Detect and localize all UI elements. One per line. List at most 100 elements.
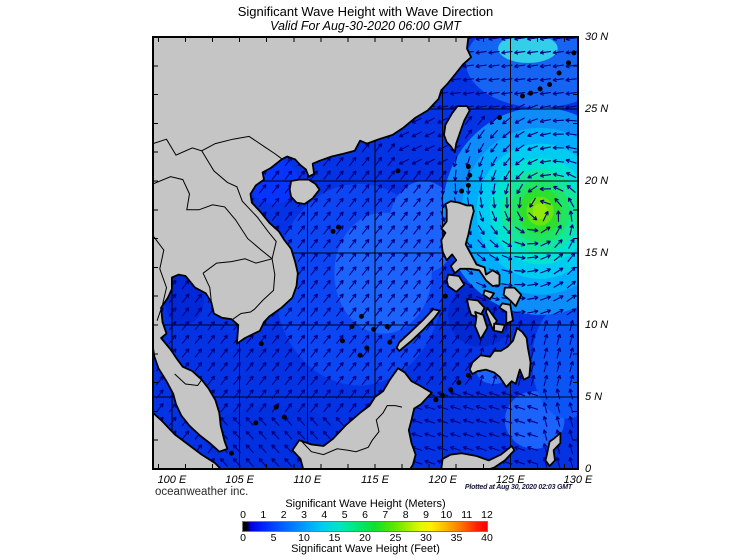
- y-axis-label: 0: [585, 463, 592, 475]
- feet-tick: 15: [328, 532, 341, 544]
- feet-tick: 40: [481, 532, 493, 544]
- islet: [465, 164, 471, 170]
- y-axis-label: 5 N: [585, 391, 603, 403]
- islet: [467, 172, 473, 178]
- land-layer: [153, 37, 577, 469]
- feet-tick: 5: [270, 532, 277, 544]
- country-borders: [153, 135, 403, 456]
- islet: [335, 224, 341, 230]
- feet-tick: 25: [389, 532, 402, 544]
- landmass: [440, 200, 501, 287]
- landmass: [440, 445, 516, 469]
- islet: [440, 393, 446, 399]
- feet-tick: 0: [240, 532, 246, 544]
- y-axis-label: 30 N: [585, 31, 609, 43]
- islet: [339, 338, 345, 344]
- islet: [273, 404, 279, 410]
- meters-tick: 6: [362, 509, 368, 521]
- islet: [387, 339, 393, 345]
- meters-tick: 11: [461, 509, 473, 521]
- meters-tick: 7: [382, 509, 389, 521]
- islet: [258, 341, 264, 347]
- islet: [520, 93, 526, 99]
- meters-tick: 3: [301, 509, 307, 521]
- y-axis-label: 15 N: [585, 247, 609, 259]
- landmass: [443, 105, 471, 154]
- landmass: [291, 367, 433, 469]
- islet: [537, 86, 543, 92]
- islet: [358, 313, 364, 319]
- islet: [349, 323, 355, 329]
- meters-tick: 4: [321, 509, 328, 521]
- meters-tick: 5: [341, 509, 348, 521]
- islet: [547, 82, 553, 88]
- y-axis-label: 10 N: [585, 319, 609, 331]
- x-axis-label: 125 E: [495, 474, 525, 486]
- islet: [571, 50, 577, 56]
- colorbar-feet-label: Significant Wave Height (Feet): [291, 543, 440, 555]
- landmass: [502, 286, 523, 308]
- landmass: [153, 411, 222, 469]
- islet: [281, 414, 287, 420]
- meters-tick: 12: [481, 509, 493, 521]
- wave-height-patch: [388, 181, 459, 274]
- x-axis-label: 110 E: [293, 474, 322, 486]
- islet: [528, 90, 534, 96]
- islet: [253, 420, 259, 426]
- landmass: [482, 289, 495, 300]
- islet: [456, 380, 462, 386]
- islet: [371, 326, 377, 332]
- meters-tick: 9: [423, 509, 429, 521]
- landmass: [153, 37, 472, 453]
- y-axis-label: 20 N: [585, 175, 609, 187]
- meters-tick: 8: [402, 509, 409, 521]
- islet: [433, 397, 439, 403]
- islet: [395, 168, 401, 174]
- wave-height-patch: [498, 37, 558, 63]
- frame-ticks: [153, 37, 578, 469]
- y-axis-label: 25 N: [585, 103, 609, 115]
- meters-tick: 2: [280, 509, 287, 521]
- islet: [229, 450, 235, 456]
- x-axis-label: 100 E: [157, 474, 187, 486]
- landmass: [544, 432, 562, 467]
- valid-time-subtitle: Valid For Aug-30-2020 06:00 GMT: [270, 19, 461, 33]
- islet: [465, 182, 471, 188]
- islet: [496, 115, 502, 121]
- feet-tick: 30: [420, 532, 432, 544]
- islet: [442, 293, 448, 299]
- landmass: [474, 311, 489, 341]
- landmass: [445, 273, 466, 293]
- wave-height-colorbar: [242, 521, 488, 532]
- page-title: Significant Wave Height with Wave Direct…: [237, 4, 494, 19]
- islet: [566, 60, 572, 66]
- landmass: [493, 322, 506, 334]
- islet: [364, 345, 370, 351]
- islet: [465, 372, 471, 378]
- islet: [357, 352, 363, 358]
- islet: [448, 387, 454, 393]
- x-axis-label: 130 E: [563, 474, 593, 486]
- islet: [384, 323, 390, 329]
- x-axis-label: 115 E: [361, 474, 389, 486]
- feet-tick: 35: [450, 532, 463, 544]
- map-frame: [152, 36, 579, 470]
- meters-tick: 1: [260, 509, 267, 521]
- credit-text: oceanweather inc.: [155, 486, 249, 498]
- landmass: [498, 302, 514, 325]
- landmass: [395, 308, 441, 352]
- colorbar-meters-label: Significant Wave Height (Meters): [285, 498, 446, 510]
- storm-ring: [532, 203, 548, 220]
- x-axis-label: 120 E: [428, 474, 458, 486]
- islet: [556, 70, 562, 76]
- landmass: [468, 327, 532, 388]
- feet-tick: 10: [298, 532, 310, 544]
- islet: [330, 228, 336, 234]
- landmass: [288, 178, 321, 205]
- feet-tick: 20: [359, 532, 371, 544]
- x-axis-label: 105 E: [225, 474, 254, 486]
- meters-tick: 0: [240, 509, 246, 521]
- meters-tick: 10: [440, 509, 453, 521]
